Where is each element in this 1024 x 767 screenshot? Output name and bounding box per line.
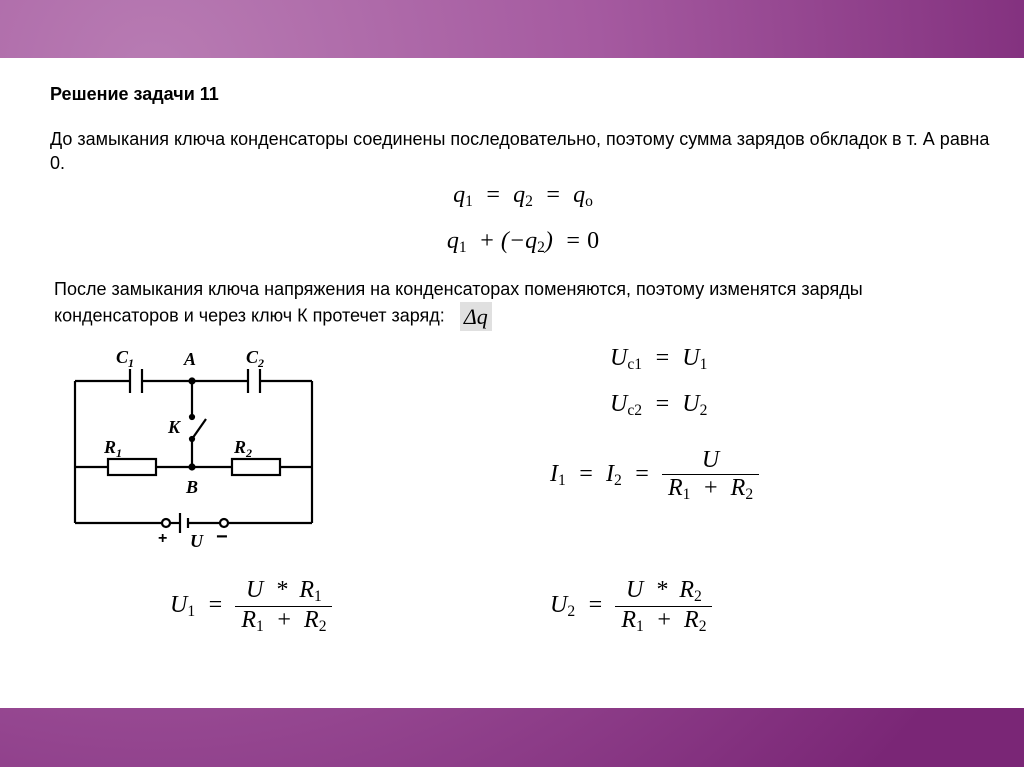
num: U [702,447,719,473]
sym: R [621,607,636,633]
sym: q [453,182,465,208]
sym: R [299,577,314,603]
sym: U [682,345,699,371]
equation-uc2: Uc2 = U2 [610,391,707,420]
label-r2: R2 [233,437,252,460]
sub: 2 [525,192,533,209]
slide-title: Решение задачи 11 [50,84,996,105]
sub: c1 [627,356,642,373]
equation-u2: U2 = U * R2 R1 + R2 [550,577,712,636]
sym: U [682,391,699,417]
equation-q1-q2-qo: q1 = q2 = qo [50,182,996,211]
sym: q [573,182,585,208]
sub: 2 [745,486,753,503]
sym: I [606,461,614,487]
sym: U [246,577,263,603]
sub: 2 [537,239,545,256]
lower-area: C1 A C2 K R1 R2 B + U − Uc1 = U1 [50,339,996,669]
sym: q [513,182,525,208]
rhs: 0 [587,228,599,254]
label-U: U [190,531,204,551]
fraction: U * R2 R1 + R2 [615,577,712,636]
label-minus: − [216,526,228,548]
content-frame: Решение задачи 11 До замыкания ключа кон… [0,58,1024,708]
sub: 2 [567,603,575,620]
sym: U [610,391,627,417]
sub: 1 [636,618,644,635]
sym: R [668,475,683,501]
sub: c2 [627,402,642,419]
sym: R [241,607,256,633]
fraction: U * R1 R1 + R2 [235,577,332,636]
sym: R [679,577,694,603]
sym: R [304,607,319,633]
equation-u1: U1 = U * R1 R1 + R2 [170,577,332,636]
slide-background: Решение задачи 11 До замыкания ключа кон… [0,0,1024,767]
label-c2: C2 [246,347,264,370]
sym: q [447,228,459,254]
sub: 1 [465,192,473,209]
sub: 1 [683,486,691,503]
sym: R [684,607,699,633]
paragraph-1: До замыкания ключа конденсаторы соединен… [50,127,996,176]
label-c1: C1 [116,347,134,370]
paragraph-2: После замыкания ключа напряжения на конд… [50,277,996,331]
equation-uc1: Uc1 = U1 [610,345,707,374]
label-A: A [183,349,196,369]
circuit-svg: C1 A C2 K R1 R2 B + U − [50,347,350,567]
sub: o [585,192,593,209]
label-B: B [185,477,198,497]
sub: 1 [187,603,195,620]
sym: U [170,592,187,618]
sym: q [525,228,537,254]
equation-i1-i2: I1 = I2 = U R1 + R2 [550,447,759,504]
sub: 1 [314,588,322,605]
sub: 1 [558,472,566,489]
label-r1: R1 [103,437,122,460]
sym: U [626,577,643,603]
label-plus: + [158,530,167,547]
sub: 2 [694,588,702,605]
sub: 1 [256,618,264,635]
sub: 2 [700,402,708,419]
label-K: K [167,417,182,437]
fraction: U R1 + R2 [662,447,759,504]
sub: 1 [459,239,467,256]
equation-sum-zero: q1 + (−q2) = 0 [50,228,996,257]
sub: 2 [319,618,327,635]
sym: U [610,345,627,371]
sym: U [550,592,567,618]
sub: 2 [699,618,707,635]
delta-q-symbol: Δq [460,302,492,332]
sub: 1 [700,356,708,373]
para2-text: После замыкания ключа напряжения на конд… [54,279,863,325]
sym: R [731,475,746,501]
sym: I [550,461,558,487]
sub: 2 [614,472,622,489]
circuit-diagram: C1 A C2 K R1 R2 B + U − [50,347,350,567]
